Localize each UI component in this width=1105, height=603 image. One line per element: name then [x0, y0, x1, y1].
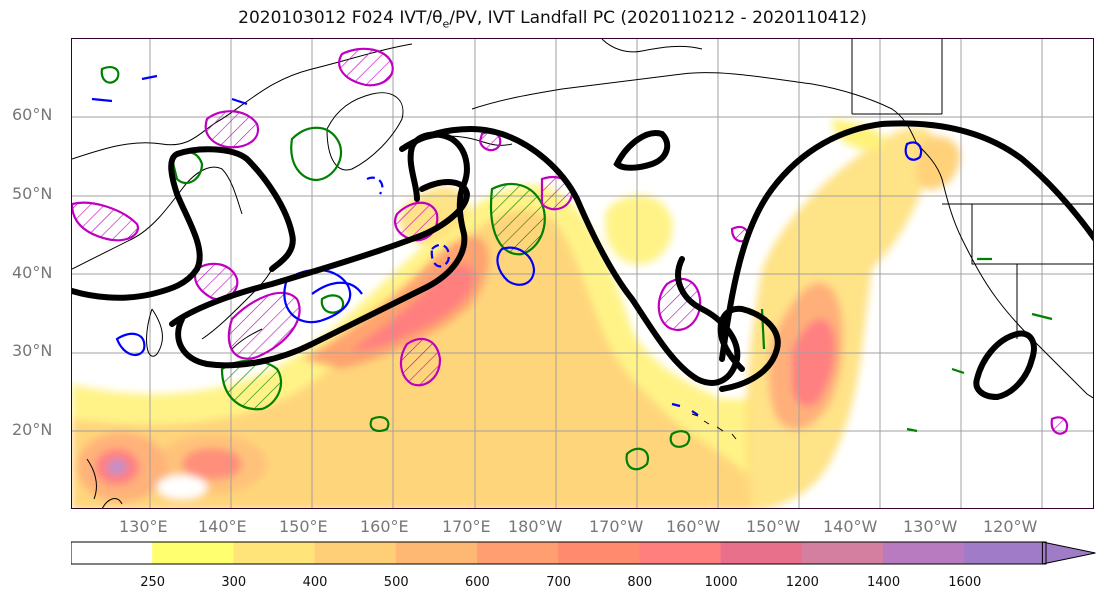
title-suffix: /PV, IVT Landfall PC (2020110212 - 20201…: [449, 8, 867, 28]
title-prefix: 2020103012 F024 IVT/θ: [238, 8, 443, 28]
theta-e-contours: [100, 65, 1053, 471]
colorbar-bin: [314, 542, 397, 564]
colorbar-tick-label: 400: [302, 575, 328, 590]
ivt-colorbar: [71, 541, 1096, 565]
lon-label-140w: 140°W: [823, 517, 878, 536]
lat-label-30n: 30°N: [12, 341, 53, 360]
landfall-pc-contours: [72, 120, 1093, 401]
lon-label-170w: 170°W: [589, 517, 644, 536]
colorbar-tick-label: 500: [383, 575, 409, 590]
colorbar-bin: [233, 542, 316, 564]
lon-label-170e: 170°E: [442, 517, 491, 536]
colorbar-bin: [801, 542, 884, 564]
colorbar-tick-label: 1200: [785, 575, 819, 590]
pv-positive-contours: [72, 47, 1069, 435]
pv-negative-contours: [91, 74, 923, 416]
lat-label-40n: 40°N: [12, 263, 53, 282]
lat-label-50n: 50°N: [12, 184, 53, 203]
colorbar-bin: [558, 542, 640, 564]
lon-label-150w: 150°W: [746, 517, 801, 536]
map-canvas: [72, 39, 1093, 508]
colorbar-bin: [964, 542, 1046, 564]
colorbar-extend-arrow: [1041, 541, 1096, 565]
colorbar-bin: [395, 542, 478, 564]
map-panel: [71, 38, 1094, 509]
colorbar-tick-label: 600: [465, 575, 490, 590]
colorbar-tick-label: 800: [627, 575, 653, 590]
colorbar-bin: [883, 542, 965, 564]
lat-label-60n: 60°N: [12, 105, 53, 124]
colorbar-bin: [71, 542, 153, 564]
lon-label-180w: 180°W: [508, 517, 563, 536]
lon-label-150e: 150°E: [279, 517, 328, 536]
colorbar-tick-label: 1600: [948, 575, 982, 590]
lat-label-20n: 20°N: [12, 420, 53, 439]
title-subscript: e: [442, 17, 450, 31]
colorbar-bin: [477, 542, 559, 564]
ivt-shading: [72, 119, 961, 508]
colorbar-tick-label: 250: [140, 575, 166, 590]
lon-label-130e: 130°E: [119, 517, 168, 536]
lon-label-160e: 160°E: [360, 517, 409, 536]
colorbar-bin: [720, 542, 803, 564]
colorbar-bin: [639, 542, 722, 564]
lon-label-140e: 140°E: [198, 517, 247, 536]
colorbar-bin: [152, 542, 234, 564]
lon-label-130w: 130°W: [903, 517, 958, 536]
colorbar-tick-label: 1400: [867, 575, 901, 590]
colorbar-tick-label: 700: [546, 575, 572, 590]
colorbar-tick-label: 300: [221, 575, 247, 590]
lon-label-160w: 160°W: [666, 517, 721, 536]
map-title: 2020103012 F024 IVT/θe/PV, IVT Landfall …: [0, 8, 1105, 30]
colorbar-tick-label: 1000: [704, 575, 738, 590]
lon-label-120w: 120°W: [983, 517, 1038, 536]
